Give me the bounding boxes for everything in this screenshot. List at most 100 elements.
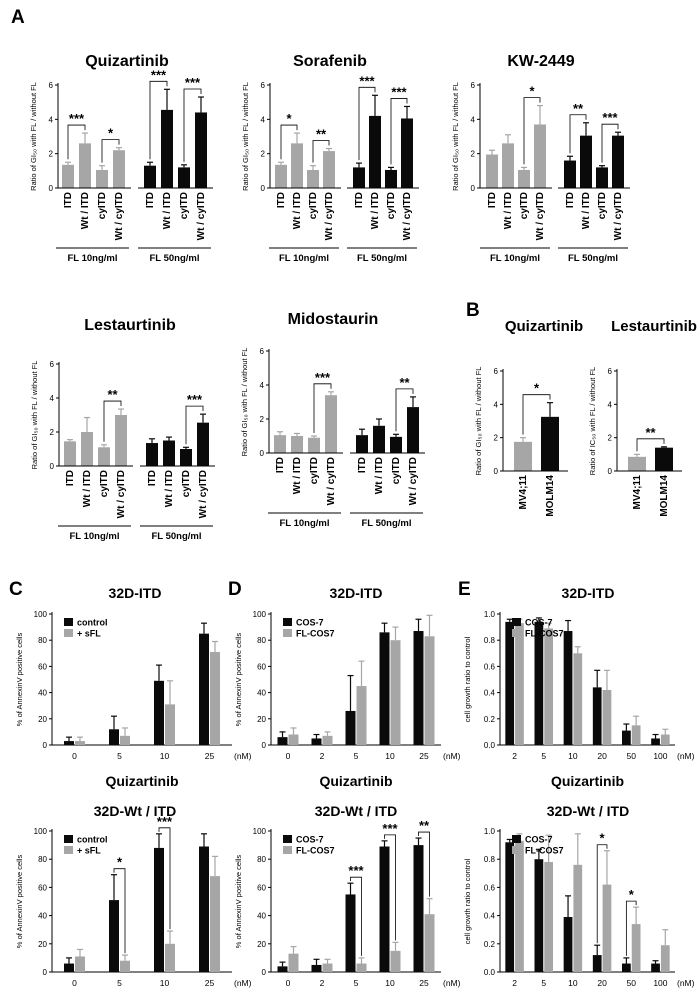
bar-cos-7-10: [563, 917, 573, 972]
bar-sfl-0: [75, 741, 85, 745]
y-tick-label: 6: [261, 81, 266, 90]
category-label: 0: [72, 751, 77, 761]
significance-marker: **: [573, 101, 584, 116]
bar-itd: [64, 441, 76, 466]
category-label: cyITD: [97, 192, 108, 219]
category-label: 50: [627, 751, 637, 761]
y-tick-label: 0.6: [484, 883, 496, 892]
category-label: cyITD: [308, 192, 319, 219]
category-label: cyITD: [309, 457, 320, 484]
category-label: Wt / cyITD: [402, 192, 413, 240]
category-label: ITD: [65, 470, 76, 486]
bar-wt-cyitd: [323, 151, 335, 188]
significance-bracket: [625, 900, 637, 956]
significance-bracket: [522, 394, 551, 435]
category-label: Wt / ITD: [292, 192, 303, 229]
y-tick-label: 0: [608, 467, 613, 476]
bar-cyitd: [596, 167, 608, 188]
significance-bracket: [350, 876, 362, 956]
bar-fl-cos7-20: [602, 689, 612, 745]
y-tick-label: 6: [49, 81, 54, 90]
y-tick-label: 2: [471, 150, 476, 159]
bar-control-0: [64, 963, 74, 972]
bar-fl-cos7-5: [356, 963, 367, 972]
significance-bracket: [390, 98, 408, 165]
bar-wt-cyitd: [407, 407, 419, 453]
category-label: ITD: [147, 470, 158, 486]
bar-fl-cos7-10: [390, 640, 401, 745]
significance-bracket: [395, 388, 414, 432]
y-tick-label: 0.0: [484, 741, 496, 750]
category-label: 5: [354, 978, 359, 988]
significance-bracket: [358, 86, 376, 161]
y-tick-label: 0: [494, 467, 499, 476]
y-tick-label: 0: [262, 741, 267, 750]
bar-sfl-25: [210, 651, 220, 745]
chart-a1: 0 2 4 6 Ratio of GI₅₀ with FL / without FL IT…: [29, 67, 213, 264]
y-tick-label: 0: [49, 184, 54, 193]
y-tick-label: 40: [38, 689, 47, 698]
category-label: Wt / ITD: [374, 457, 385, 494]
bar-control-10: [154, 847, 164, 972]
significance-marker: *: [600, 831, 606, 846]
significance-marker: ***: [69, 111, 85, 126]
chart-e1: 0.0 0.2 0.4 0.6 0.8 1.0 cell growth ratio to c…: [463, 610, 695, 789]
group-label: FL 10ng/ml: [68, 253, 118, 264]
bar-control-5: [109, 729, 119, 745]
legend-swatch: [64, 846, 73, 854]
bar-control-10: [154, 680, 164, 745]
bar-sfl-10: [165, 704, 175, 745]
chart-title: 32D-Wt / ITD: [547, 803, 629, 819]
bar-wt-itd: [291, 143, 303, 188]
category-label: 10: [568, 978, 578, 988]
legend-label: control: [77, 835, 108, 845]
bar-sfl-5: [120, 735, 130, 745]
bar-fl-cos7-50: [631, 924, 641, 972]
bar-cos-7-50: [622, 963, 631, 972]
bar-cos-7-20: [592, 687, 602, 745]
category-label: 2: [512, 751, 517, 761]
significance-marker: ***: [382, 821, 398, 836]
bar-fl-cos7-100: [660, 945, 670, 972]
category-label: 5: [541, 978, 546, 988]
panel-letter-b: B: [466, 300, 480, 321]
bar-fl-cos7-2: [515, 623, 524, 745]
category-label: 100: [653, 751, 667, 761]
y-axis-label: Ratio of GI₅₀ with FL / without FL: [240, 348, 249, 457]
bar-cos-7-100: [651, 963, 660, 972]
group-label: FL 50ng/ml: [152, 531, 202, 542]
category-label: 25: [205, 751, 215, 761]
chart-title: 32D-ITD: [109, 585, 162, 601]
bar-itd: [275, 164, 287, 188]
y-tick-label: 60: [257, 883, 266, 892]
y-tick-label: 20: [257, 940, 266, 949]
y-tick-label: 100: [253, 827, 267, 836]
y-tick-label: 0.4: [484, 689, 496, 698]
bar-itd: [564, 160, 576, 188]
chart-a5: 0 2 4 6 Ratio of GI₅₀ with FL / without FL IT…: [240, 347, 425, 529]
legend-swatch: [512, 846, 521, 854]
significance-bracket: [418, 831, 430, 897]
legend-label: FL-COS7: [525, 629, 564, 639]
bar-molm14: [541, 416, 559, 471]
legend-swatch: [512, 629, 521, 637]
y-tick-label: 60: [38, 662, 47, 671]
chart-title: Quizartinib: [85, 53, 169, 70]
category-label: 0: [72, 978, 77, 988]
unit-label: (nM): [443, 751, 461, 761]
y-tick-label: 60: [257, 662, 266, 671]
category-label: Wt / cyITD: [116, 470, 127, 518]
y-tick-label: 1.0: [484, 610, 496, 619]
significance-marker: **: [316, 127, 327, 142]
bar-cos-7-2: [311, 738, 322, 745]
bar-itd: [353, 167, 365, 188]
y-tick-label: 80: [38, 855, 47, 864]
y-tick-label: 2: [49, 150, 54, 159]
legend-label: FL-COS7: [296, 846, 335, 856]
bar-cos-7-2: [311, 964, 322, 972]
y-tick-label: 0.2: [484, 940, 496, 949]
group-label: FL 50ng/ml: [150, 253, 200, 264]
category-label: Wt / ITD: [292, 457, 303, 494]
bar-cyitd: [98, 447, 110, 466]
y-tick-label: 0.8: [484, 636, 496, 645]
